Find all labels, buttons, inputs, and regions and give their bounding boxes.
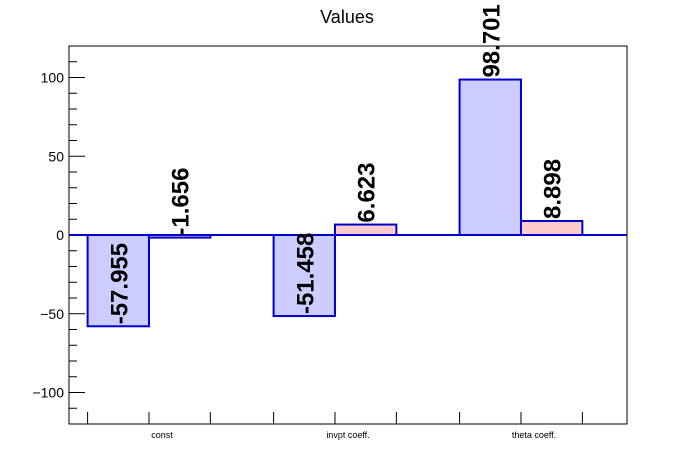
bar bbox=[458, 78, 522, 236]
value-labels: -57.955 -51.458 98.701 -1.656 6.623 8.898 bbox=[106, 4, 566, 324]
y-tick-label: −50 bbox=[40, 306, 64, 322]
value-label: -57.955 bbox=[106, 243, 133, 324]
value-label: 98.701 bbox=[478, 4, 505, 77]
y-tick-label: 100 bbox=[41, 70, 65, 86]
x-axis: const invpt coeff. theta coeff. bbox=[87, 412, 583, 440]
x-tick-label: const bbox=[151, 430, 173, 440]
x-tick-label: theta coeff. bbox=[512, 430, 556, 440]
chart-title: Values bbox=[320, 7, 374, 27]
bar bbox=[86, 234, 150, 328]
x-tick-label: invpt coeff. bbox=[326, 430, 369, 440]
y-tick-label: −100 bbox=[32, 385, 64, 401]
bars bbox=[86, 78, 584, 328]
value-label: -51.458 bbox=[292, 233, 319, 314]
bar bbox=[333, 223, 398, 236]
y-tick-label: 50 bbox=[48, 148, 64, 164]
y-tick-label: 0 bbox=[56, 227, 64, 243]
value-label: 8.898 bbox=[540, 159, 567, 219]
value-label: 6.623 bbox=[354, 163, 381, 223]
value-label: -1.656 bbox=[168, 168, 195, 236]
bar bbox=[519, 219, 584, 237]
